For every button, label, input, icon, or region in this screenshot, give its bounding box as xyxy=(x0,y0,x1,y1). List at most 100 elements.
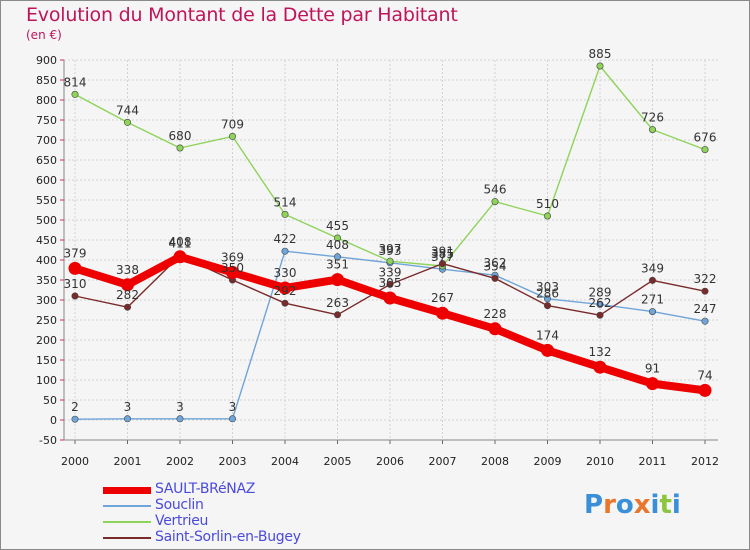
series-3-point xyxy=(596,311,604,319)
data-label: 369 xyxy=(221,250,244,264)
logo-letter: P xyxy=(584,490,604,520)
data-label: 3 xyxy=(176,400,184,414)
series-1-point xyxy=(701,317,709,325)
data-label: 885 xyxy=(589,47,612,61)
x-tick-label: 2008 xyxy=(481,455,509,468)
x-tick-label: 2010 xyxy=(586,455,614,468)
legend-item-souclin[interactable]: Souclin xyxy=(103,497,363,514)
data-label: 814 xyxy=(64,75,87,89)
series-2-point xyxy=(71,90,79,98)
data-label: 377 xyxy=(431,250,454,264)
series-1-point xyxy=(333,253,341,261)
data-label: 330 xyxy=(274,266,297,280)
series-2-point xyxy=(124,118,132,126)
legend-item-saint-sorlin[interactable]: Saint-Sorlin-en-Bugey xyxy=(103,529,363,546)
data-label: 744 xyxy=(116,103,139,117)
y-tick-label: 450 xyxy=(36,234,57,247)
legend-swatch-souclin xyxy=(103,505,151,507)
legend-swatch-vertrieu xyxy=(103,521,151,523)
data-label: 247 xyxy=(694,302,717,316)
series-2-point xyxy=(229,132,237,140)
y-tick-label: 700 xyxy=(36,134,57,147)
data-label: 349 xyxy=(641,261,664,275)
series-3-point xyxy=(648,276,656,284)
series-0-point xyxy=(226,265,239,279)
series-2-point xyxy=(176,144,184,152)
y-tick-label: 600 xyxy=(36,174,57,187)
data-label: 339 xyxy=(379,265,402,279)
data-label: 286 xyxy=(536,287,559,301)
legend-item-sault-brenaz[interactable]: SAULT-BRéNAZ xyxy=(103,481,363,498)
data-label: 546 xyxy=(484,183,507,197)
series-2-point xyxy=(596,62,604,70)
series-0-point xyxy=(383,291,397,305)
data-label: 338 xyxy=(116,263,139,277)
series-0-point xyxy=(173,250,187,264)
data-label: 408 xyxy=(169,235,192,249)
y-tick-label: 550 xyxy=(36,194,57,207)
series-1-point xyxy=(543,295,551,303)
series-0-point xyxy=(278,281,292,295)
data-label: 726 xyxy=(641,111,664,125)
data-label: 391 xyxy=(431,245,454,259)
legend-swatch-saint-sorlin xyxy=(103,537,151,539)
series-3-point xyxy=(333,311,341,319)
legend: SAULT-BRéNAZ Souclin Vertrieu Saint-Sorl… xyxy=(103,481,363,546)
y-tick-label: 350 xyxy=(36,274,57,287)
y-tick-labels: -50 0 50 100 150 200 250 300 350 400 450 500 550 600 6… xyxy=(36,54,57,447)
series-0-point xyxy=(646,377,659,391)
x-tick-label: 2003 xyxy=(219,455,247,468)
data-label: 354 xyxy=(484,259,507,273)
logo-letter: i xyxy=(671,490,681,520)
data-label: 3 xyxy=(124,400,132,414)
series-0-point xyxy=(331,273,344,287)
series-1-point xyxy=(229,415,237,423)
y-tick-label: 100 xyxy=(36,374,57,387)
data-label: 455 xyxy=(326,219,349,233)
data-label: 680 xyxy=(169,129,192,143)
series-1-point xyxy=(596,300,604,308)
series-1-point xyxy=(124,415,132,423)
series-0-point xyxy=(488,322,502,336)
data-label: 709 xyxy=(221,117,244,131)
series-0-point xyxy=(121,278,134,292)
y-tick-label: 650 xyxy=(36,154,57,167)
data-label: 408 xyxy=(326,238,349,252)
data-label: 393 xyxy=(379,244,402,258)
legend-item-vertrieu[interactable]: Vertrieu xyxy=(103,513,363,530)
x-tick-labels: 2000 2001 2002 2003 2004 2005 2006 2007 2008 2009… xyxy=(61,455,719,468)
y-tick-label: 800 xyxy=(36,94,57,107)
data-label: 91 xyxy=(645,362,660,376)
y-tick-label: 750 xyxy=(36,114,57,127)
logo-letter: t xyxy=(659,490,672,520)
y-tick-label: 300 xyxy=(36,294,57,307)
data-label: 174 xyxy=(536,328,559,342)
series-2-point xyxy=(701,146,709,154)
y-tick-label: 900 xyxy=(36,54,57,67)
logo-letter: i xyxy=(650,490,660,520)
x-tick-label: 2006 xyxy=(376,455,404,468)
x-tick-label: 2012 xyxy=(691,455,719,468)
legend-swatch-sault-brenaz xyxy=(103,487,151,494)
series-1-point xyxy=(281,247,289,255)
x-tick-label: 2011 xyxy=(639,455,667,468)
y-tick-label: 250 xyxy=(36,314,57,327)
data-label: 397 xyxy=(379,242,402,256)
data-label: 362 xyxy=(484,256,507,270)
data-label: 411 xyxy=(169,237,192,251)
proxiti-logo: Proxiti xyxy=(584,490,681,520)
series-2-point xyxy=(648,126,656,134)
series-3-point xyxy=(491,274,499,282)
series-0-point xyxy=(436,306,449,320)
data-label: 303 xyxy=(536,280,559,294)
y-tick-label: 400 xyxy=(36,254,57,267)
x-tick-label: 2009 xyxy=(534,455,562,468)
data-label: 351 xyxy=(326,258,349,272)
data-label: 385 xyxy=(431,247,454,261)
x-tick-label: 2002 xyxy=(166,455,194,468)
data-label: 262 xyxy=(589,296,612,310)
data-label: 263 xyxy=(326,296,349,310)
logo-letter: x xyxy=(633,490,651,520)
data-label: 422 xyxy=(274,232,297,246)
